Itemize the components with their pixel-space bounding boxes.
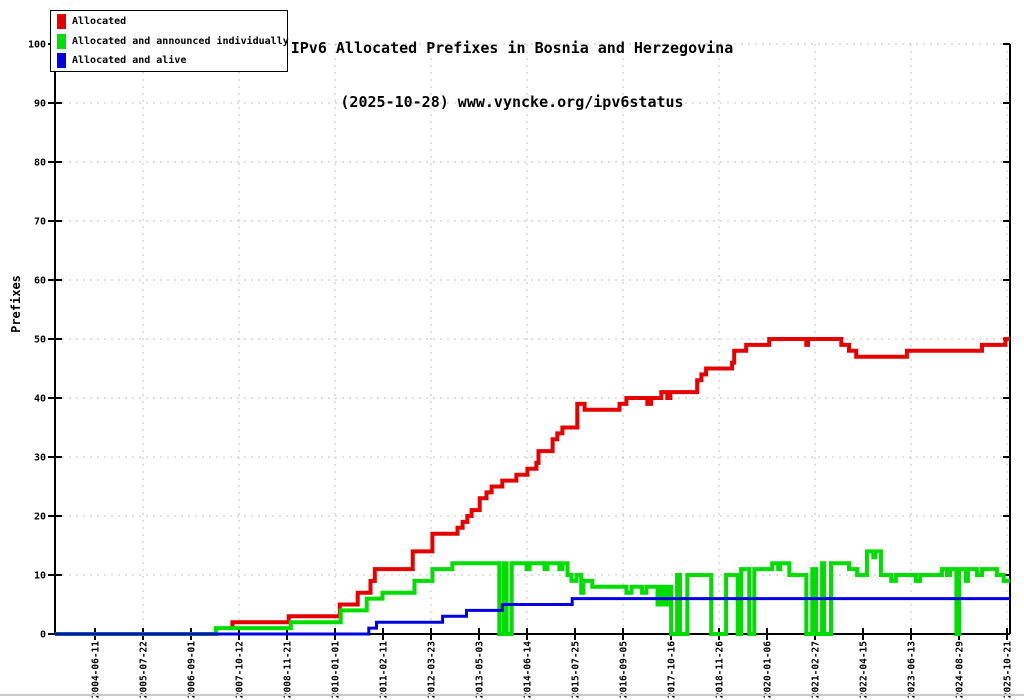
y-axis-label: Prefixes xyxy=(9,275,23,333)
svg-text:70: 70 xyxy=(34,217,46,228)
svg-text:100: 100 xyxy=(28,40,46,51)
svg-text:2017-10-16: 2017-10-16 xyxy=(667,641,678,698)
legend-label-allocated-alive: Allocated and alive xyxy=(72,55,187,66)
chart-title: IPv6 Allocated Prefixes in Bosnia and He… xyxy=(0,3,1024,147)
svg-text:2022-04-15: 2022-04-15 xyxy=(859,641,870,698)
svg-text:2021-02-27: 2021-02-27 xyxy=(811,641,822,698)
svg-text:2023-06-13: 2023-06-13 xyxy=(907,641,918,698)
svg-text:2007-10-12: 2007-10-12 xyxy=(235,641,246,698)
svg-text:2018-11-26: 2018-11-26 xyxy=(715,641,726,698)
svg-text:2005-07-22: 2005-07-22 xyxy=(139,641,150,698)
legend-item-allocated: Allocated xyxy=(51,13,287,31)
svg-text:2016-09-05: 2016-09-05 xyxy=(619,641,630,698)
chart-title-line2: (2025-10-28) www.vyncke.org/ipv6status xyxy=(340,93,684,111)
legend-label-allocated-announced: Allocated and announced individually xyxy=(72,35,289,47)
legend-label-allocated: Allocated xyxy=(72,16,127,27)
svg-text:80: 80 xyxy=(34,158,46,169)
svg-text:2011-02-11: 2011-02-11 xyxy=(379,641,390,698)
svg-text:60: 60 xyxy=(34,276,46,287)
legend-swatch-allocated xyxy=(57,14,66,29)
svg-text:2006-09-01: 2006-09-01 xyxy=(187,641,198,698)
svg-text:2012-03-23: 2012-03-23 xyxy=(427,641,438,698)
legend-item-allocated-alive: Allocated and alive xyxy=(51,52,287,70)
svg-text:40: 40 xyxy=(34,394,46,405)
svg-text:2015-07-25: 2015-07-25 xyxy=(571,641,582,698)
svg-text:50: 50 xyxy=(34,335,46,346)
svg-text:2014-06-14: 2014-06-14 xyxy=(523,641,534,698)
chart-title-line1: IPv6 Allocated Prefixes in Bosnia and He… xyxy=(290,39,734,57)
svg-text:2025-10-21: 2025-10-21 xyxy=(1003,641,1014,698)
window-bottom-edge xyxy=(0,694,1024,696)
legend: Allocated Allocated and announced indivi… xyxy=(50,10,289,72)
svg-text:30: 30 xyxy=(34,453,46,464)
svg-text:2010-01-01: 2010-01-01 xyxy=(331,641,342,698)
svg-text:10: 10 xyxy=(34,571,46,582)
svg-text:90: 90 xyxy=(34,99,46,110)
svg-text:20: 20 xyxy=(34,512,46,523)
legend-swatch-allocated-announced xyxy=(57,33,66,49)
svg-text:0: 0 xyxy=(40,630,46,641)
svg-text:2020-01-06: 2020-01-06 xyxy=(763,641,774,698)
svg-text:2013-05-03: 2013-05-03 xyxy=(475,641,486,698)
legend-item-allocated-announced: Allocated and announced individually xyxy=(51,32,289,50)
svg-text:2008-11-21: 2008-11-21 xyxy=(283,641,294,698)
svg-text:2004-06-11: 2004-06-11 xyxy=(91,641,102,698)
legend-swatch-allocated-alive xyxy=(57,53,66,68)
svg-text:2024-08-29: 2024-08-29 xyxy=(955,641,966,698)
